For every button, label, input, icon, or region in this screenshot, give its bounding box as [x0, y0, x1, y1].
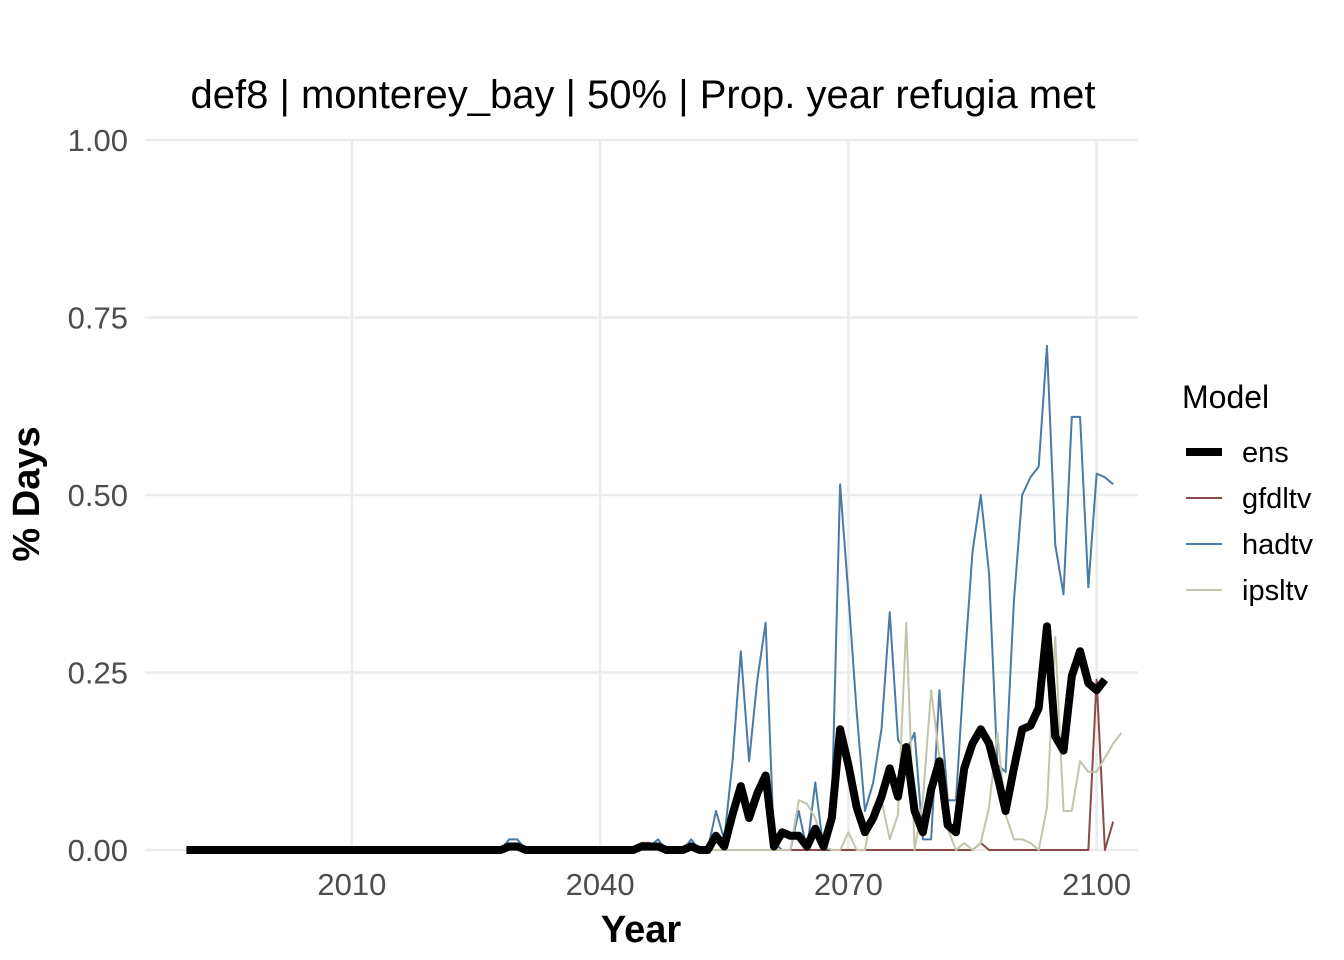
legend: Model ens gfdltv hadtv ipsltv: [1182, 379, 1313, 607]
x-tick-label: 2070: [814, 867, 883, 902]
x-axis-ticks: 2010 2040 2070 2100: [317, 867, 1131, 902]
y-axis-ticks: 0.00 0.25 0.50 0.75 1.00: [68, 123, 128, 868]
y-tick-label: 1.00: [68, 123, 128, 158]
y-tick-label: 0.75: [68, 301, 128, 336]
y-axis-title: % Days: [6, 426, 48, 561]
legend-label-hadtv: hadtv: [1242, 529, 1313, 561]
legend-label-ens: ens: [1242, 437, 1289, 469]
x-tick-label: 2040: [566, 867, 635, 902]
plot-grid: [145, 138, 1138, 852]
series-line-hadtv: [186, 344, 1114, 851]
series-line-ens: [186, 622, 1109, 854]
legend-title: Model: [1182, 379, 1269, 415]
legend-items: ens gfdltv hadtv ipsltv: [1186, 437, 1313, 607]
x-tick-label: 2100: [1062, 867, 1131, 902]
y-tick-label: 0.25: [68, 656, 128, 691]
series-line-gfdltv: [186, 678, 1115, 851]
y-tick-label: 0.50: [68, 478, 128, 513]
series-line-ipsltv: [186, 621, 1123, 851]
legend-label-gfdltv: gfdltv: [1242, 483, 1312, 515]
chart-title: def8 | monterey_bay | 50% | Prop. year r…: [191, 73, 1096, 117]
plot-series: [186, 344, 1123, 854]
legend-label-ipsltv: ipsltv: [1242, 575, 1309, 607]
y-tick-label: 0.00: [68, 833, 128, 868]
x-tick-label: 2010: [317, 867, 386, 902]
x-axis-title: Year: [601, 909, 682, 951]
